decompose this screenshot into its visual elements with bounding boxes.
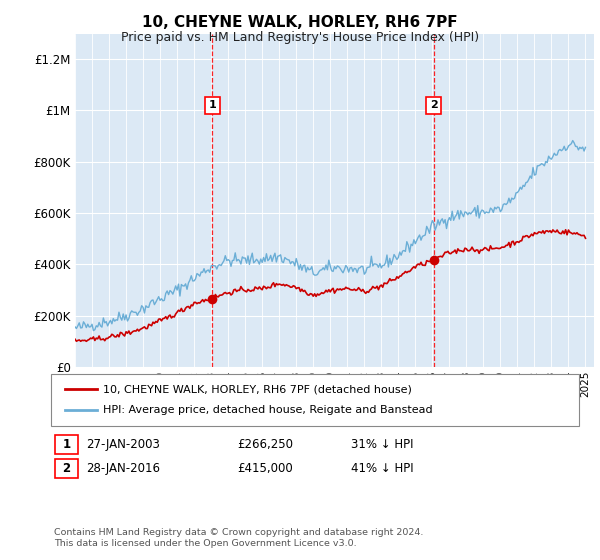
Text: £266,250: £266,250 xyxy=(237,437,293,451)
Text: Contains HM Land Registry data © Crown copyright and database right 2024.
This d: Contains HM Land Registry data © Crown c… xyxy=(54,528,424,548)
Text: 1: 1 xyxy=(62,437,71,451)
Text: 41% ↓ HPI: 41% ↓ HPI xyxy=(351,462,413,475)
Text: 2: 2 xyxy=(62,462,71,475)
Text: 1: 1 xyxy=(208,100,216,110)
Text: 10, CHEYNE WALK, HORLEY, RH6 7PF (detached house): 10, CHEYNE WALK, HORLEY, RH6 7PF (detach… xyxy=(103,384,412,394)
Text: 27-JAN-2003: 27-JAN-2003 xyxy=(86,437,160,451)
Text: 28-JAN-2016: 28-JAN-2016 xyxy=(86,462,160,475)
Text: Price paid vs. HM Land Registry's House Price Index (HPI): Price paid vs. HM Land Registry's House … xyxy=(121,31,479,44)
Text: 31% ↓ HPI: 31% ↓ HPI xyxy=(351,437,413,451)
Text: 2: 2 xyxy=(430,100,437,110)
Text: £415,000: £415,000 xyxy=(237,462,293,475)
Text: HPI: Average price, detached house, Reigate and Banstead: HPI: Average price, detached house, Reig… xyxy=(103,405,433,416)
Text: 10, CHEYNE WALK, HORLEY, RH6 7PF: 10, CHEYNE WALK, HORLEY, RH6 7PF xyxy=(142,15,458,30)
